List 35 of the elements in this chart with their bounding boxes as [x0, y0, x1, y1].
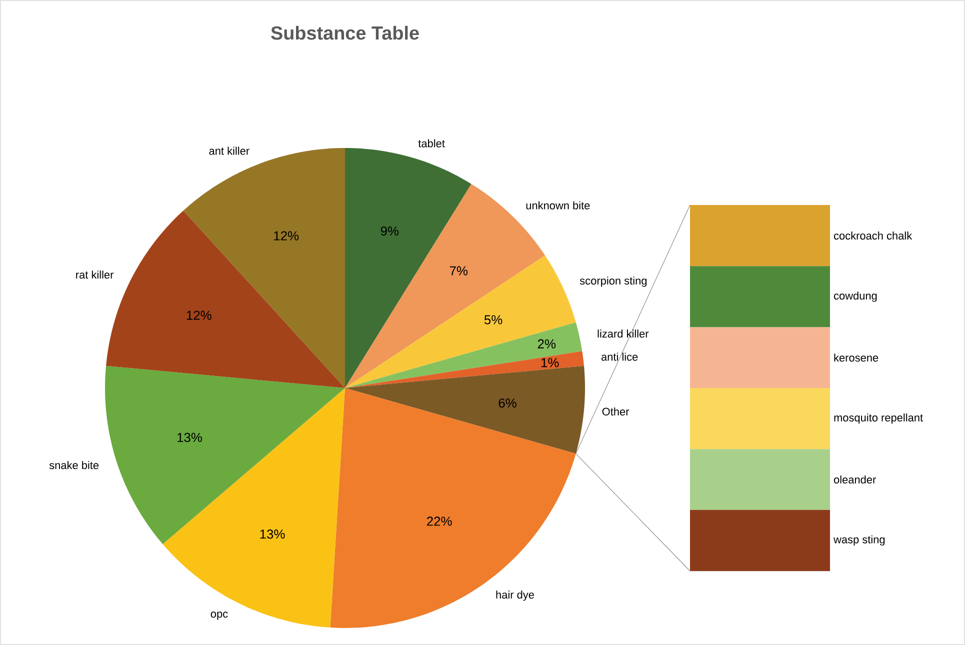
data-label: 12% — [274, 231, 299, 240]
series-label: mosquito repellant — [834, 413, 923, 424]
bar — [690, 449, 830, 510]
slice-label: lizard killer — [598, 330, 649, 338]
slice-label: Other — [602, 407, 630, 416]
data-label: 13% — [178, 432, 202, 442]
data-label: 9% — [380, 226, 399, 236]
series-label: kerosene — [834, 354, 878, 362]
data-label: 13% — [260, 530, 285, 539]
data-label: 22% — [426, 516, 452, 526]
slice-label: tablet — [418, 139, 445, 148]
bar — [690, 510, 830, 571]
data-label: 2% — [538, 339, 556, 348]
data-label: 1% — [541, 358, 559, 368]
slice-label: ant killer — [209, 146, 250, 155]
series-label: wasp sting — [834, 535, 885, 546]
series-label: cockroach chalk — [834, 232, 912, 240]
slice-label: hair dye — [496, 590, 534, 601]
data-label: 7% — [450, 266, 468, 276]
slice-label: anti lice — [601, 352, 638, 361]
bar — [690, 327, 830, 388]
slice-label: scorpion sting — [580, 276, 647, 287]
series-label: oleander — [834, 475, 876, 484]
data-label: 12% — [186, 310, 212, 320]
slice-label: snake bite — [49, 461, 99, 470]
bar — [690, 266, 830, 328]
chart-title: Substance Table — [271, 26, 419, 40]
slice-label: opc — [210, 612, 228, 620]
bar — [690, 204, 830, 266]
series-label: cowdung — [834, 292, 877, 302]
data-label: 6% — [498, 398, 516, 408]
slice-label: rat killer — [76, 270, 114, 279]
bar — [690, 388, 830, 450]
data-label: 5% — [484, 315, 502, 324]
slice-label: unknown bite — [526, 201, 590, 210]
